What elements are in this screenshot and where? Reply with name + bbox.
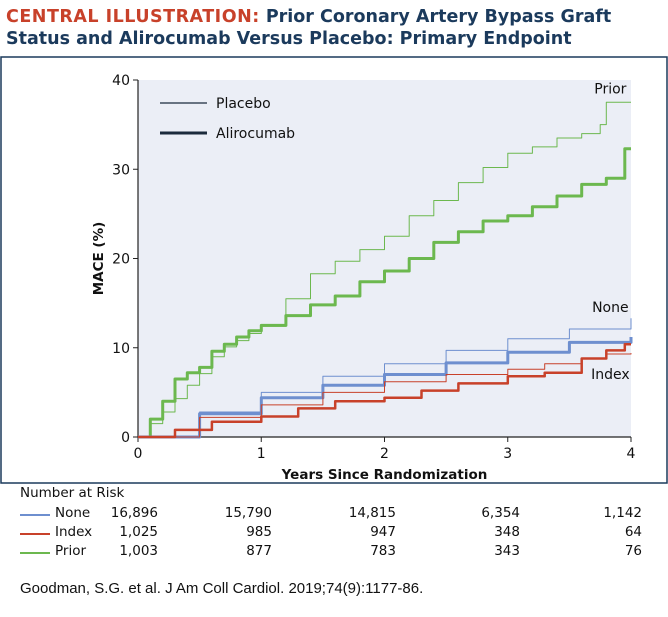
risk-value: 343 [494, 543, 520, 559]
annotation-prior: Prior [594, 81, 626, 97]
series-line-prior-placebo [138, 101, 631, 438]
y-tick-label: 30 [112, 162, 130, 178]
risk-value: 1,142 [603, 505, 642, 521]
x-axis-label: Years Since Randomization [281, 467, 488, 483]
series-line-none-placebo [138, 318, 632, 438]
risk-value: 783 [370, 543, 396, 559]
risk-value: 947 [370, 524, 396, 540]
risk-table-heading: Number at Risk [20, 485, 125, 501]
risk-row-swatch [20, 552, 50, 554]
x-tick-label: 2 [380, 446, 389, 462]
chart-frame [0, 56, 668, 484]
risk-row-prior: Prior 1,003 877 783 343 76 [0, 543, 668, 563]
citation: Goodman, S.G. et al. J Am Coll Cardiol. … [20, 580, 424, 597]
risk-row-none: None 16,896 15,790 14,815 6,354 1,142 [0, 505, 668, 525]
risk-value: 16,896 [110, 505, 158, 521]
risk-row-swatch [20, 533, 50, 535]
x-tick-label: 1 [257, 446, 266, 462]
risk-value: 877 [246, 543, 272, 559]
risk-value: 64 [624, 524, 642, 540]
risk-value: 985 [246, 524, 272, 540]
y-tick-label: 0 [121, 430, 130, 446]
x-tick-label: 3 [503, 446, 512, 462]
risk-value: 76 [624, 543, 642, 559]
number-at-risk-table: Number at Risk None 16,896 15,790 14,815 6,3… [0, 484, 668, 564]
risk-value: 6,354 [481, 505, 520, 521]
risk-row-index: Index 1,025 985 947 348 64 [0, 524, 668, 544]
risk-value: 348 [494, 524, 520, 540]
y-tick-label: 40 [112, 73, 130, 89]
risk-value: 15,790 [224, 505, 272, 521]
risk-row-name: None [55, 505, 91, 521]
title-text: Prior Coronary Artery Bypass Graft Statu… [6, 7, 612, 49]
y-tick-label: 10 [112, 341, 130, 357]
legend-label-placebo: Placebo [216, 96, 271, 112]
figure-title: CENTRAL ILLUSTRATION: Prior Coronary Art… [6, 6, 662, 50]
risk-value: 1,025 [119, 524, 158, 540]
y-tick-label: 20 [112, 252, 130, 268]
risk-row-name: Index [55, 524, 93, 540]
legend-label-alirocumab: Alirocumab [216, 126, 295, 142]
y-axis-label: MACE (%) [91, 222, 107, 296]
risk-row-swatch [20, 514, 50, 516]
series-line-prior-alirocumab [138, 147, 631, 439]
risk-row-name: Prior [55, 543, 87, 559]
kaplan-meier-chart: 0 10 20 30 40 0 1 2 3 4 Years Since Randomization M… [0, 56, 668, 484]
title-label: CENTRAL ILLUSTRATION: [6, 7, 260, 27]
annotation-none: None [592, 300, 629, 316]
x-tick-label: 4 [627, 446, 636, 462]
series-line-none-alirocumab [138, 337, 633, 439]
x-tick-label: 0 [134, 446, 143, 462]
series-line-index-alirocumab [138, 342, 631, 439]
risk-value: 14,815 [348, 505, 396, 521]
risk-value: 1,003 [119, 543, 158, 559]
annotation-index: Index [591, 367, 630, 383]
